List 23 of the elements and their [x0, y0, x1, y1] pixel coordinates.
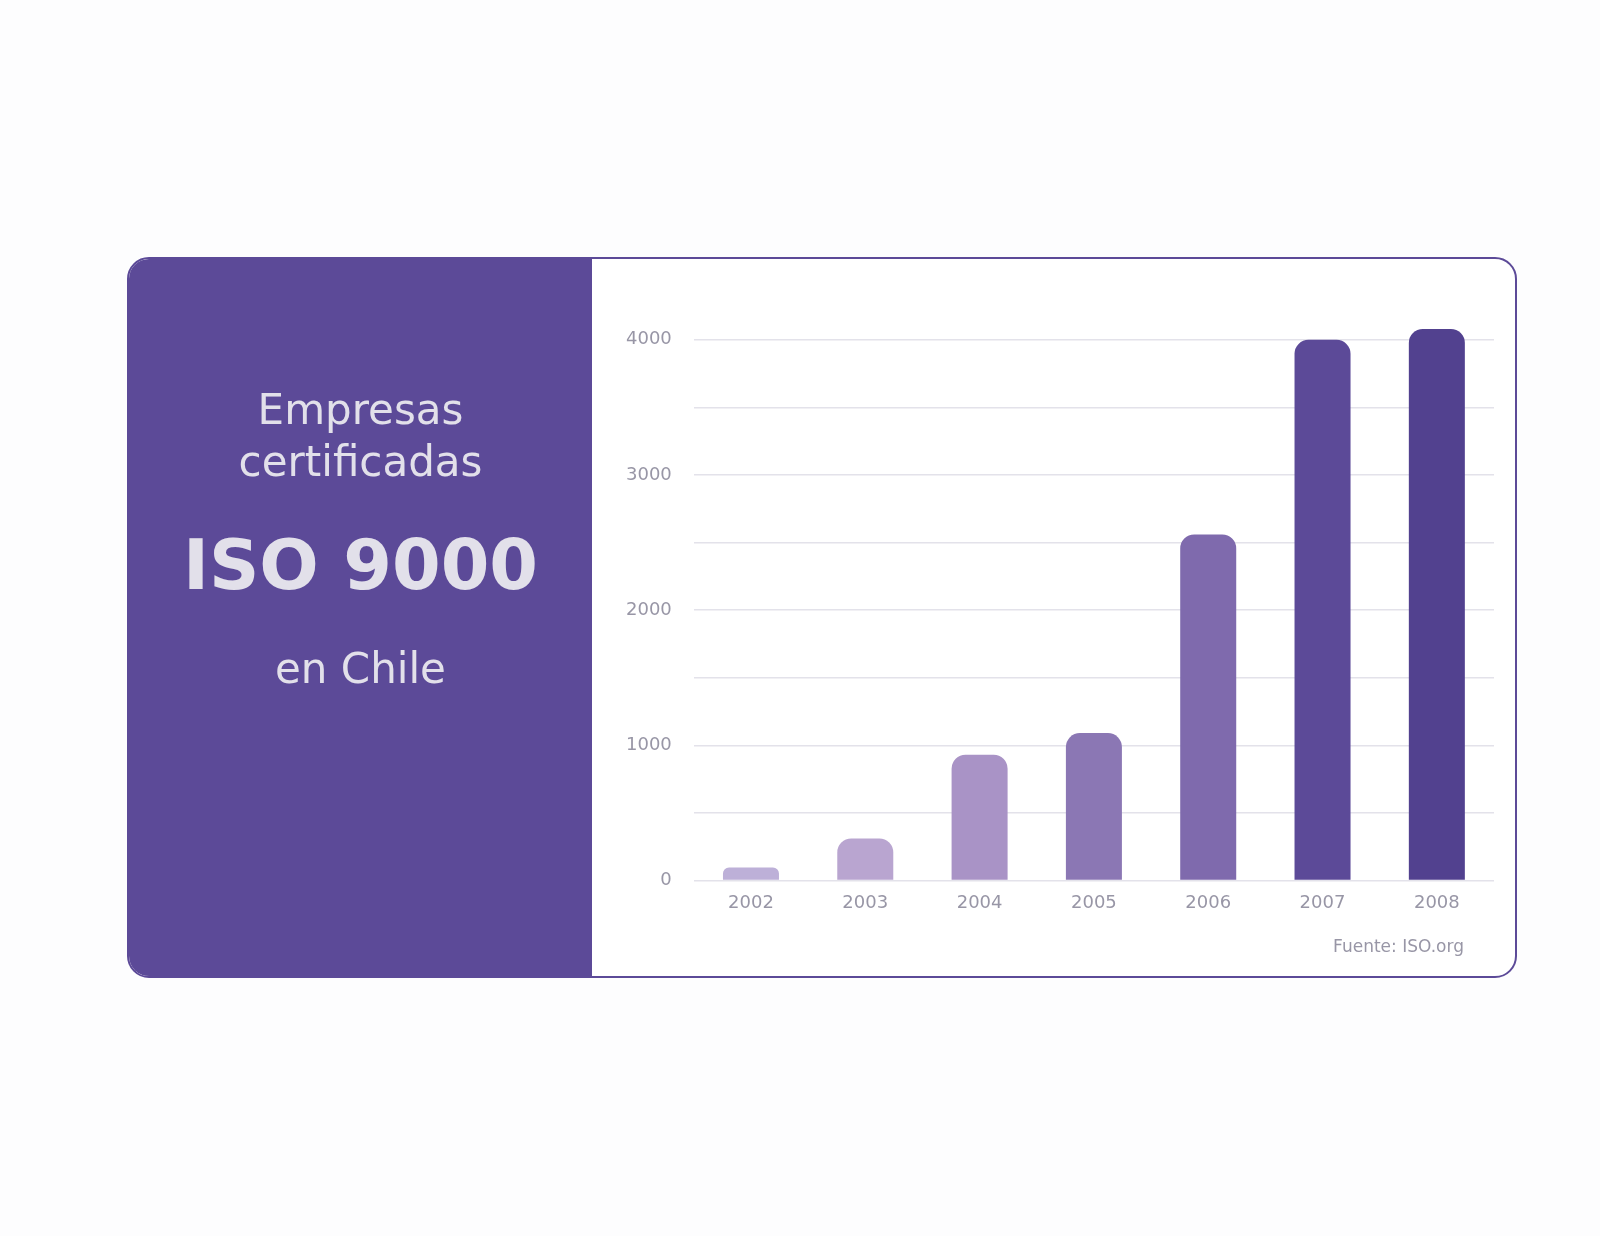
- bar: [1180, 534, 1237, 880]
- x-tick-label: 2002: [728, 890, 774, 912]
- source-note: Fuente: ISO.org: [1333, 936, 1464, 957]
- y-tick-label: 0: [660, 868, 672, 890]
- y-tick-label: 2000: [626, 597, 672, 619]
- x-tick-label: 2003: [842, 890, 889, 912]
- x-tick-label: 2006: [1185, 890, 1232, 912]
- bar: [837, 838, 894, 880]
- x-tick-label: 2007: [1299, 890, 1346, 912]
- text: en Chile: [274, 644, 447, 693]
- bar: [951, 754, 1008, 880]
- bar: [1408, 329, 1465, 880]
- bar: [1294, 339, 1351, 880]
- bar: [722, 867, 779, 880]
- x-tick-label: 2008: [1413, 890, 1460, 912]
- y-tick-label: 1000: [626, 732, 672, 754]
- x-tick-label: 2004: [956, 890, 1003, 912]
- y-tick-label: 4000: [626, 327, 672, 349]
- y-tick-label: 3000: [626, 462, 672, 484]
- x-tick-label: 2005: [1071, 890, 1117, 912]
- text: Empresas certificadas: [237, 384, 484, 488]
- bar: [1065, 733, 1122, 880]
- text: ISO 9000: [181, 524, 540, 606]
